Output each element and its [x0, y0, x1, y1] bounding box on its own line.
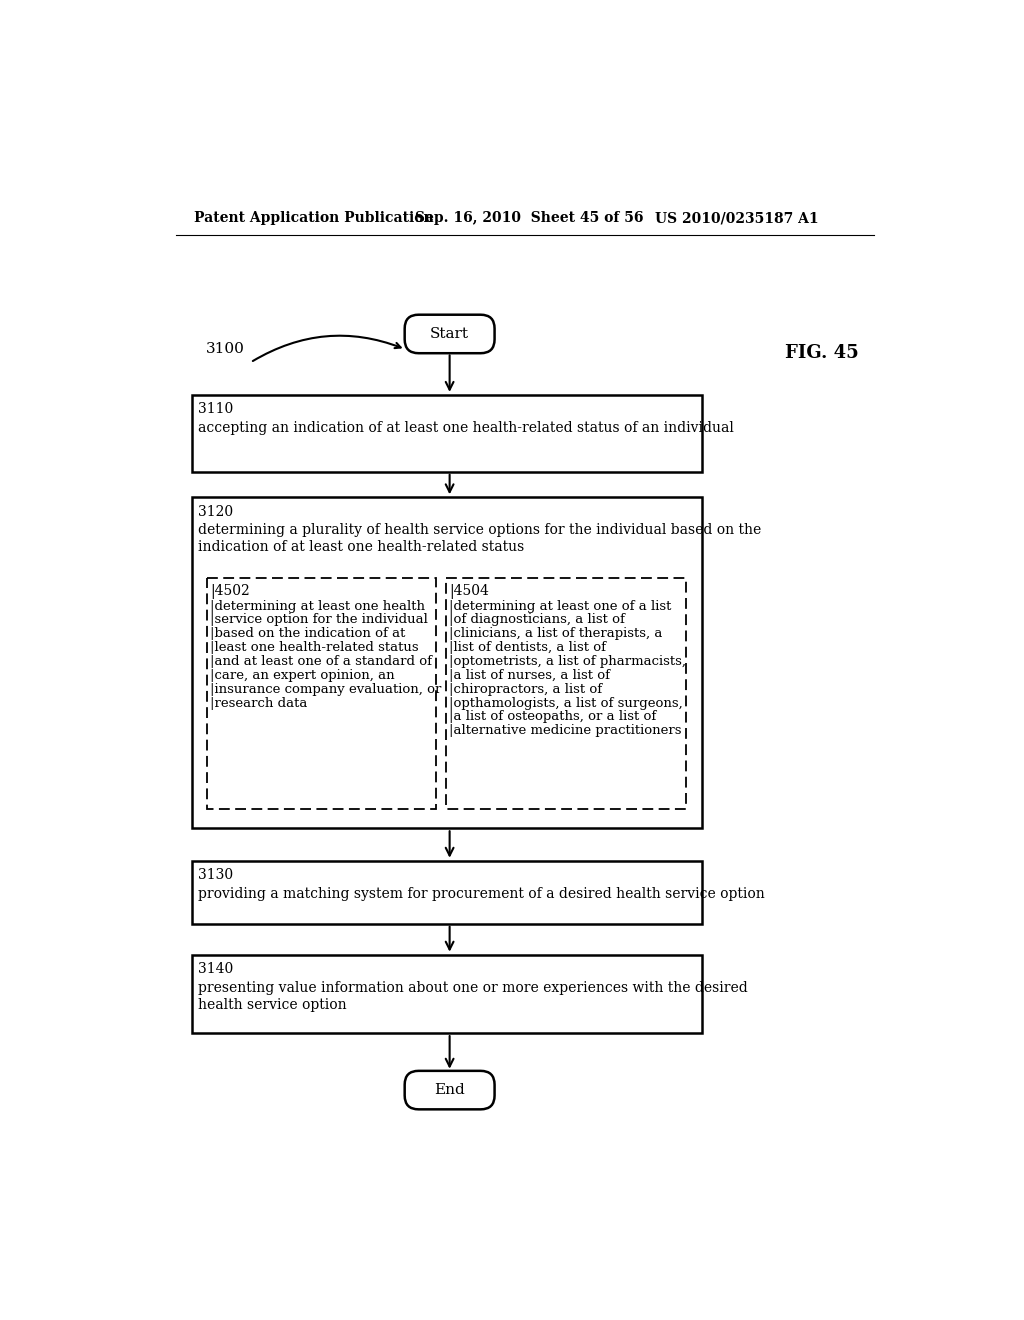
Text: |4502: |4502	[210, 585, 250, 599]
Text: |chiropractors, a list of: |chiropractors, a list of	[449, 682, 602, 696]
Bar	[191, 498, 701, 829]
Text: health service option: health service option	[198, 998, 346, 1011]
Text: |a list of osteopaths, or a list of: |a list of osteopaths, or a list of	[449, 710, 656, 723]
Bar	[191, 954, 701, 1034]
Text: |list of dentists, a list of: |list of dentists, a list of	[449, 642, 606, 655]
Text: |insurance company evaluation, or: |insurance company evaluation, or	[210, 682, 441, 696]
Text: Start: Start	[430, 327, 469, 341]
Text: |a list of nurses, a list of: |a list of nurses, a list of	[449, 669, 610, 682]
Text: Patent Application Publication: Patent Application Publication	[194, 211, 433, 226]
Text: |care, an expert opinion, an: |care, an expert opinion, an	[210, 669, 395, 682]
FancyBboxPatch shape	[404, 1071, 495, 1109]
Text: |least one health-related status: |least one health-related status	[210, 642, 419, 655]
Text: determining a plurality of health service options for the individual based on th: determining a plurality of health servic…	[198, 524, 761, 553]
Text: accepting an indication of at least one health-related status of an individual: accepting an indication of at least one …	[198, 421, 733, 436]
Text: End: End	[434, 1084, 465, 1097]
Text: |clinicians, a list of therapists, a: |clinicians, a list of therapists, a	[449, 627, 663, 640]
Bar	[191, 395, 701, 471]
Text: |of diagnosticians, a list of: |of diagnosticians, a list of	[449, 614, 625, 627]
Bar	[191, 861, 701, 924]
Text: |service option for the individual: |service option for the individual	[210, 614, 428, 627]
Text: Sep. 16, 2010  Sheet 45 of 56: Sep. 16, 2010 Sheet 45 of 56	[415, 211, 643, 226]
Text: |alternative medicine practitioners: |alternative medicine practitioners	[449, 725, 681, 738]
Text: US 2010/0235187 A1: US 2010/0235187 A1	[655, 211, 818, 226]
Bar	[445, 578, 686, 809]
Text: FIG. 45: FIG. 45	[785, 345, 859, 362]
Text: |based on the indication of at: |based on the indication of at	[210, 627, 406, 640]
Text: 3130: 3130	[198, 869, 232, 882]
Bar	[207, 578, 435, 809]
Text: 3110: 3110	[198, 403, 233, 417]
Text: |determining at least one of a list: |determining at least one of a list	[449, 599, 671, 612]
Text: 3120: 3120	[198, 506, 232, 519]
Text: presenting value information about one or more experiences with the desired: presenting value information about one o…	[198, 981, 748, 995]
Text: |and at least one of a standard of: |and at least one of a standard of	[210, 655, 432, 668]
Text: |4504: |4504	[449, 585, 488, 599]
Text: |opthamologists, a list of surgeons,: |opthamologists, a list of surgeons,	[449, 697, 683, 710]
FancyBboxPatch shape	[404, 314, 495, 354]
Text: 3140: 3140	[198, 962, 233, 977]
Text: |optometrists, a list of pharmacists,: |optometrists, a list of pharmacists,	[449, 655, 686, 668]
Text: |research data: |research data	[210, 697, 307, 710]
Text: 3100: 3100	[206, 342, 245, 356]
Text: |determining at least one health: |determining at least one health	[210, 599, 425, 612]
Text: providing a matching system for procurement of a desired health service option: providing a matching system for procurem…	[198, 887, 765, 900]
